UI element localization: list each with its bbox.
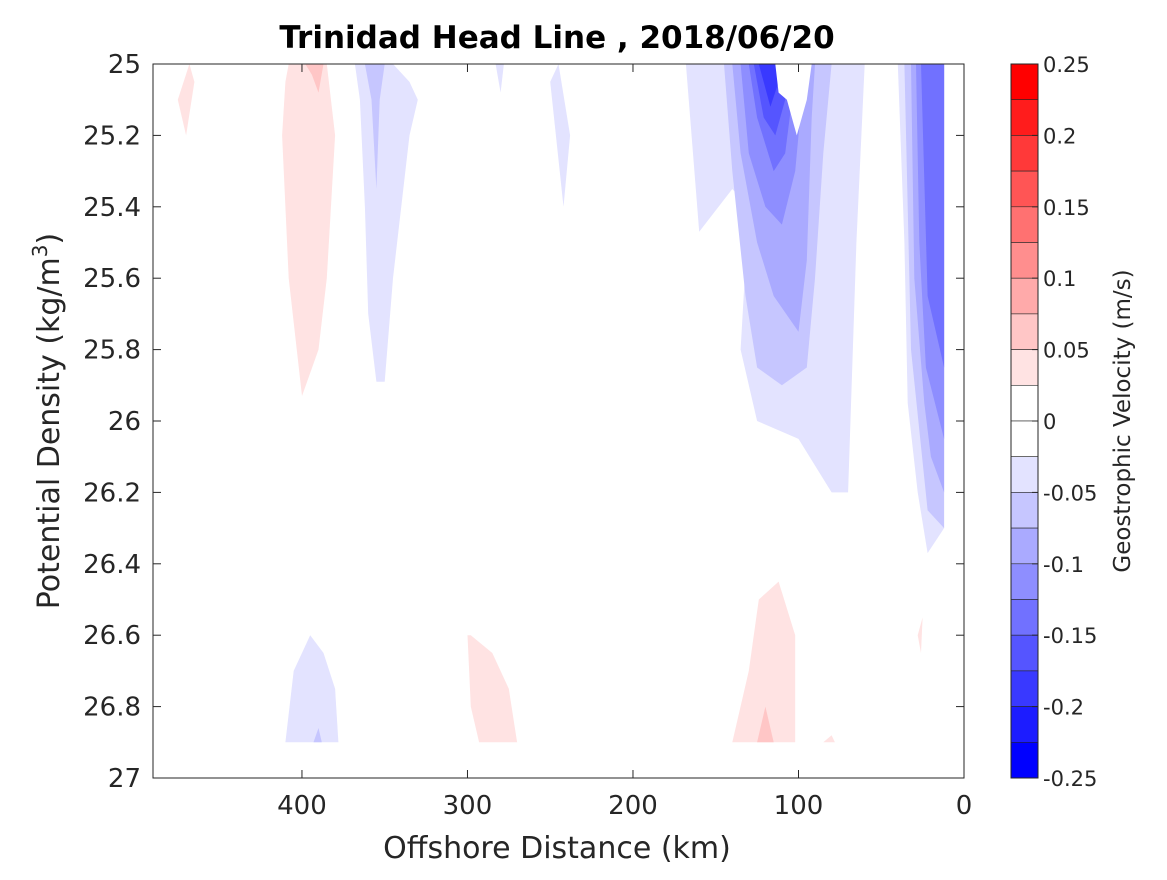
y-axis-label-suffix: ) — [32, 233, 67, 245]
colorbar-tick-label-9: -0.2 — [1043, 696, 1084, 720]
colorbar-level-5 — [1010, 242, 1039, 279]
x-tick-label-2: 200 — [608, 791, 658, 821]
y-tick-label-7: 26.4 — [83, 550, 141, 580]
y-tick-label-2: 25.4 — [83, 193, 141, 223]
colorbar-level-8 — [1010, 349, 1039, 386]
colorbar-level-6 — [1010, 277, 1039, 315]
colorbar-level-4 — [1010, 206, 1039, 243]
colorbar-tick-label-10: -0.25 — [1043, 767, 1097, 791]
y-tick-label-6: 26.2 — [83, 478, 141, 508]
colorbar-tick-label-8: -0.15 — [1043, 624, 1097, 648]
colorbar-tick-label-2: 0.15 — [1043, 196, 1090, 220]
colorbar-level-18 — [1010, 706, 1039, 743]
x-tick-label-1: 300 — [443, 791, 493, 821]
contour-region-2 — [305, 64, 324, 93]
contour-region-4 — [364, 64, 385, 189]
colorbar-level-17 — [1010, 670, 1039, 707]
x-tick-label-3: 100 — [774, 791, 824, 821]
colorbar-tick-label-4: 0.05 — [1043, 339, 1090, 363]
contour-region-3 — [354, 64, 418, 382]
contour-region-18 — [732, 581, 796, 743]
y-axis-ticks: 25 25.2 25.4 25.6 25.8 26 26.2 26.4 26.6 26.8 27 — [83, 50, 964, 794]
x-axis-ticks: 400 300 200 100 0 — [277, 64, 972, 821]
colorbar-level-12 — [1010, 492, 1039, 529]
contour-region-25 — [921, 64, 945, 368]
y-axis-label: Potential Density (kg/m3) — [28, 233, 67, 609]
colorbar-tick-label-5: 0 — [1043, 410, 1056, 434]
contour-region-20 — [823, 735, 835, 743]
chart-title: Trinidad Head Line , 2018/06/20 — [279, 20, 834, 56]
colorbar-level-14 — [1010, 563, 1039, 600]
colorbar-level-3 — [1010, 170, 1039, 208]
colorbar-tick-label-3: 0.1 — [1043, 267, 1076, 291]
contour-region-9 — [313, 728, 322, 743]
x-tick-label-0: 400 — [277, 791, 327, 821]
y-tick-label-0: 25 — [108, 50, 141, 80]
contour-region-6 — [550, 64, 571, 207]
contour-region-5 — [495, 64, 504, 93]
colorbar-level-11 — [1010, 456, 1039, 493]
colorbar-level-13 — [1010, 527, 1039, 565]
x-axis-label: Offshore Distance (km) — [383, 831, 731, 866]
y-tick-label-3: 25.6 — [83, 264, 141, 294]
colorbar-tick-label-0: 0.25 — [1043, 53, 1090, 77]
y-tick-label-10: 27 — [108, 764, 141, 794]
contour-region-0 — [177, 64, 195, 136]
colorbar-level-15 — [1010, 599, 1039, 636]
plot-area: 400 300 200 100 0 25 25.2 25.4 25.6 25.8 26 26.2 26… — [83, 50, 972, 821]
colorbar-ticks: 0.25 0.2 0.15 0.1 0.05 0 -0.05 -0.1 -0.15 -0.2 -0.… — [1032, 53, 1097, 791]
colorbar-level-2 — [1010, 135, 1039, 172]
x-tick-label-4: 0 — [956, 791, 973, 821]
contour-region-17 — [775, 64, 812, 136]
contour-regions — [177, 64, 945, 743]
colorbar-label: Geostrophic Velocity (m/s) — [1110, 269, 1136, 572]
y-tick-label-4: 25.8 — [83, 336, 141, 366]
contour-region-1 — [282, 64, 336, 396]
colorbar-tick-label-6: -0.05 — [1043, 481, 1097, 505]
colorbar-level-16 — [1010, 634, 1039, 672]
contour-region-8 — [285, 635, 339, 743]
colorbar-level-10 — [1010, 420, 1039, 458]
colorbar-level-19 — [1010, 741, 1039, 779]
y-tick-label-1: 25.2 — [83, 121, 141, 151]
colorbar-level-0 — [1010, 63, 1039, 101]
contour-region-19 — [757, 706, 774, 743]
y-tick-label-5: 26 — [108, 407, 141, 437]
colorbar-tick-label-7: -0.1 — [1043, 553, 1084, 577]
contour-region-26 — [917, 617, 923, 653]
colorbar-level-7 — [1010, 313, 1039, 350]
colorbar-levels — [1010, 63, 1039, 779]
colorbar-level-1 — [1010, 99, 1039, 136]
colorbar-tick-label-1: 0.2 — [1043, 124, 1076, 148]
y-tick-label-8: 26.6 — [83, 621, 141, 651]
contour-region-7 — [467, 635, 518, 743]
colorbar: 0.25 0.2 0.15 0.1 0.05 0 -0.05 -0.1 -0.15 -0.2 -0.… — [1010, 53, 1136, 791]
y-axis-label-main: Potential Density (kg/m — [32, 257, 67, 609]
y-tick-label-9: 26.8 — [83, 693, 141, 723]
contour-region-16 — [758, 64, 782, 107]
colorbar-level-9 — [1010, 384, 1039, 422]
y-axis-label-superscript: 3 — [28, 244, 52, 257]
